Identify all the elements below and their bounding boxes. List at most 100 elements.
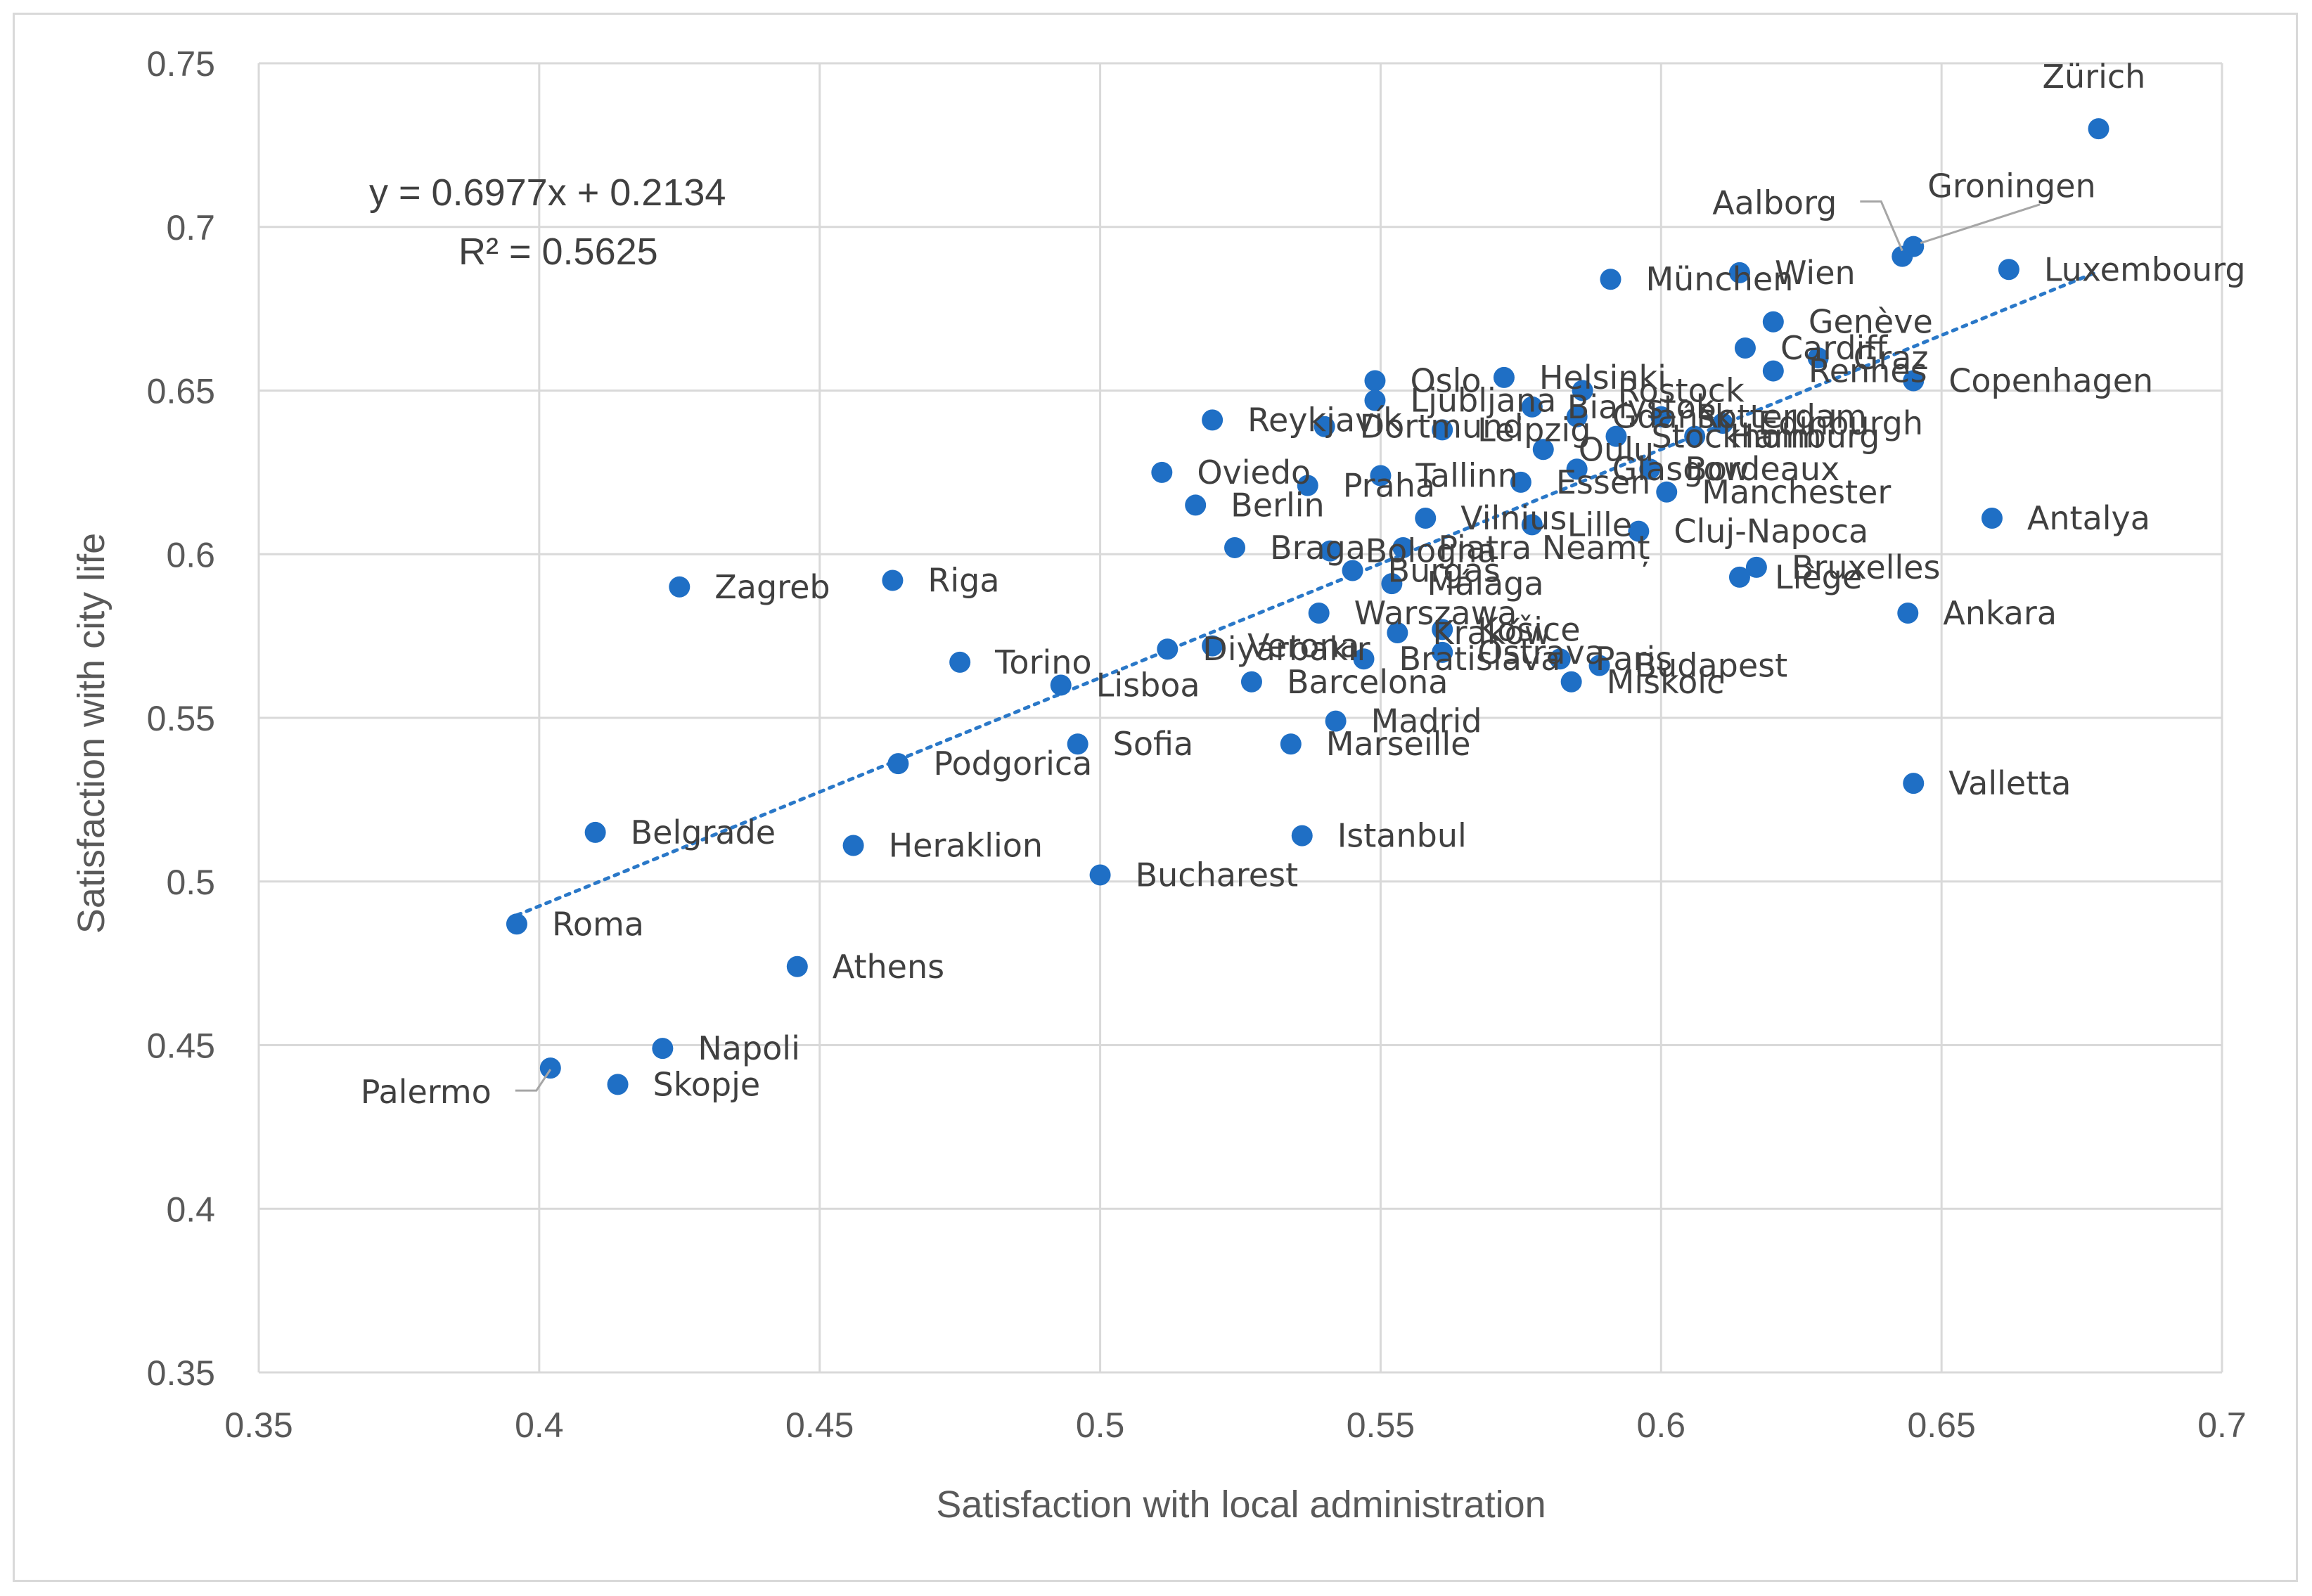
data-point bbox=[1432, 419, 1453, 441]
point-label: Roma bbox=[552, 905, 644, 943]
leader-line bbox=[1920, 203, 2041, 245]
point-label: Zürich bbox=[2043, 58, 2146, 96]
point-label: Skopje bbox=[653, 1065, 761, 1103]
data-point bbox=[949, 651, 971, 673]
data-point bbox=[1897, 603, 1919, 624]
data-point bbox=[1734, 337, 1756, 359]
data-point bbox=[1684, 425, 1706, 447]
point-label: Dortmund bbox=[1360, 408, 1524, 446]
x-tick-label: 0.5 bbox=[1076, 1405, 1125, 1445]
point-label: Oslo bbox=[1410, 362, 1481, 400]
data-point bbox=[1314, 416, 1335, 437]
point-label: Hamburg bbox=[1730, 418, 1880, 456]
leader-line bbox=[515, 1069, 552, 1092]
chart-frame bbox=[13, 13, 2298, 1582]
point-label: Leipzig bbox=[1477, 411, 1591, 449]
point-label: Tallinn bbox=[1415, 457, 1517, 495]
point-label: Luxembourg bbox=[2044, 250, 2246, 288]
point-label: Praha bbox=[1343, 466, 1435, 504]
data-point bbox=[1297, 475, 1318, 496]
data-point bbox=[1342, 560, 1363, 581]
data-point bbox=[1089, 864, 1111, 886]
point-label: Bratislava bbox=[1399, 640, 1560, 678]
data-point bbox=[1392, 536, 1414, 558]
x-tick-label: 0.55 bbox=[1347, 1405, 1415, 1445]
point-label: Heraklion bbox=[889, 827, 1043, 865]
data-point bbox=[1364, 370, 1386, 392]
data-point bbox=[1521, 396, 1543, 418]
point-label: Ljubljana bbox=[1410, 381, 1556, 419]
point-label: Torino bbox=[994, 643, 1091, 681]
data-point bbox=[1903, 773, 1925, 794]
point-label: Glasgow bbox=[1612, 450, 1750, 488]
data-point bbox=[1605, 425, 1627, 447]
y-axis-ticks: 0.35 0.4 0.45 0.5 0.55 0.6 0.65 0.7 0.75 bbox=[147, 44, 215, 1393]
point-label: Napoli bbox=[698, 1029, 800, 1067]
data-points bbox=[506, 118, 2109, 1095]
point-label: Groningen bbox=[1927, 167, 2095, 205]
point-label: Wien bbox=[1775, 254, 1856, 292]
data-point bbox=[1364, 390, 1386, 411]
data-point bbox=[1280, 733, 1302, 755]
point-label: Reykjavík bbox=[1247, 401, 1402, 439]
y-tick-label: 0.45 bbox=[147, 1027, 215, 1066]
data-point bbox=[1572, 380, 1593, 401]
y-tick-label: 0.55 bbox=[147, 699, 215, 738]
data-point bbox=[1600, 269, 1621, 290]
x-tick-label: 0.35 bbox=[224, 1405, 293, 1445]
data-point bbox=[1353, 648, 1375, 670]
data-point bbox=[1981, 508, 2003, 529]
point-label: Budapest bbox=[1635, 647, 1788, 685]
data-point bbox=[1998, 259, 2019, 281]
data-point bbox=[1067, 733, 1088, 755]
point-label: Athens bbox=[833, 948, 944, 986]
data-point bbox=[842, 835, 864, 856]
data-point bbox=[1381, 573, 1403, 595]
point-label: Miskolc bbox=[1607, 663, 1725, 701]
point-label: Antalya bbox=[2027, 499, 2150, 537]
x-tick-label: 0.7 bbox=[2197, 1405, 2247, 1445]
point-label: Cluj-Napoca bbox=[1674, 513, 1868, 551]
data-point bbox=[887, 753, 909, 775]
point-label: Liège bbox=[1775, 558, 1862, 596]
data-point bbox=[1532, 439, 1554, 461]
data-point bbox=[1728, 262, 1750, 283]
data-point bbox=[1762, 311, 1784, 333]
data-point bbox=[1432, 641, 1453, 663]
data-point bbox=[1240, 671, 1262, 693]
point-label: Burgas bbox=[1388, 552, 1501, 590]
point-label: Verona bbox=[1247, 627, 1360, 665]
data-point bbox=[1050, 674, 1072, 696]
trendline-r-squared: R² = 0.5625 bbox=[458, 231, 658, 273]
x-tick-label: 0.6 bbox=[1637, 1405, 1686, 1445]
trendline bbox=[515, 269, 2101, 918]
trendline-line bbox=[515, 269, 2101, 918]
point-label: Ankara bbox=[1943, 594, 2057, 632]
y-tick-label: 0.35 bbox=[147, 1353, 215, 1393]
x-tick-label: 0.45 bbox=[785, 1405, 854, 1445]
data-point bbox=[1185, 494, 1207, 516]
data-point bbox=[1712, 413, 1734, 435]
y-tick-label: 0.65 bbox=[147, 372, 215, 411]
point-label: Helsinki bbox=[1539, 359, 1666, 397]
data-point bbox=[1415, 508, 1437, 529]
point-label: Białystok bbox=[1567, 388, 1715, 426]
data-point bbox=[1319, 540, 1341, 562]
point-label: Rennes bbox=[1809, 352, 1927, 390]
point-label: Barcelona bbox=[1287, 663, 1449, 701]
point-label: Valletta bbox=[1948, 764, 2071, 802]
point-label: Istanbul bbox=[1337, 817, 1467, 855]
point-label: Braga bbox=[1270, 529, 1366, 567]
x-axis-ticks: 0.35 0.4 0.45 0.5 0.55 0.6 0.65 0.7 bbox=[224, 1405, 2246, 1445]
data-point bbox=[1650, 406, 1672, 427]
data-point bbox=[1202, 409, 1224, 431]
y-tick-label: 0.4 bbox=[166, 1190, 215, 1229]
data-point bbox=[1639, 458, 1661, 480]
data-point bbox=[607, 1074, 629, 1095]
point-label: Bucharest bbox=[1136, 856, 1299, 894]
data-point bbox=[1656, 481, 1678, 503]
x-axis-title: Satisfaction with local administration bbox=[936, 1484, 1546, 1526]
point-label: Rostock bbox=[1618, 372, 1745, 410]
